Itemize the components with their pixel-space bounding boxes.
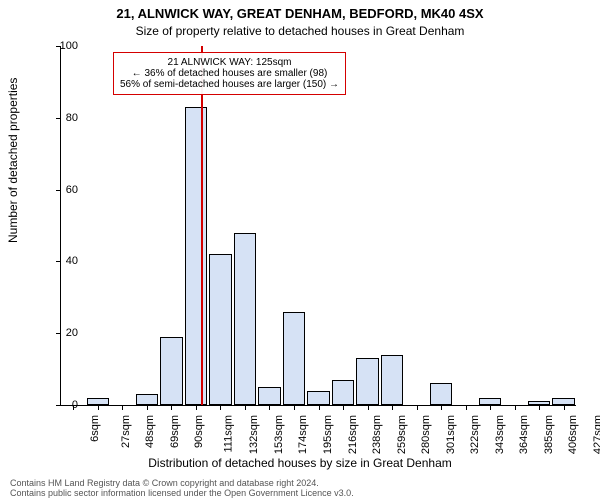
histogram-bar (307, 391, 330, 405)
x-tick-label: 132sqm (249, 415, 261, 454)
x-tick-label: 216sqm (347, 415, 359, 454)
x-tick-label: 48sqm (144, 415, 156, 448)
x-tick-mark (417, 405, 418, 410)
x-tick-label: 301sqm (445, 415, 457, 454)
x-tick-mark (196, 405, 197, 410)
x-axis-label: Distribution of detached houses by size … (0, 456, 600, 470)
x-tick-mark (343, 405, 344, 410)
x-tick-mark (392, 405, 393, 410)
y-tick-label: 100 (48, 40, 78, 52)
histogram-bar (528, 401, 551, 405)
histogram-bar (258, 387, 281, 405)
annotation-box: 21 ALNWICK WAY: 125sqm← 36% of detached … (113, 52, 346, 95)
x-tick-mark (319, 405, 320, 410)
x-tick-mark (98, 405, 99, 410)
annotation-line: 21 ALNWICK WAY: 125sqm (120, 57, 339, 68)
x-tick-label: 238sqm (371, 415, 383, 454)
y-tick-label: 0 (48, 399, 78, 411)
histogram-bar (552, 398, 575, 405)
y-tick-label: 40 (48, 255, 78, 267)
x-tick-mark (294, 405, 295, 410)
x-tick-mark (564, 405, 565, 410)
y-tick-label: 80 (48, 112, 78, 124)
x-tick-label: 153sqm (273, 415, 285, 454)
histogram-bar (356, 358, 379, 405)
x-tick-label: 111sqm (222, 415, 234, 453)
x-tick-mark (147, 405, 148, 410)
histogram-bar (136, 394, 159, 405)
reference-line (201, 46, 203, 405)
plot-area: 21 ALNWICK WAY: 125sqm← 36% of detached … (60, 46, 576, 406)
x-tick-mark (515, 405, 516, 410)
x-tick-label: 69sqm (169, 415, 181, 448)
x-tick-label: 364sqm (518, 415, 530, 454)
x-tick-label: 90sqm (193, 415, 205, 448)
histogram-bar (234, 233, 257, 405)
x-tick-mark (220, 405, 221, 410)
histogram-bar (87, 398, 110, 405)
x-tick-label: 427sqm (592, 415, 600, 454)
histogram-bar (479, 398, 502, 405)
histogram-bar (283, 312, 306, 405)
x-tick-label: 343sqm (494, 415, 506, 454)
x-tick-label: 174sqm (298, 415, 310, 454)
x-tick-label: 27sqm (120, 415, 132, 448)
x-tick-label: 195sqm (322, 415, 334, 454)
x-tick-label: 280sqm (420, 415, 432, 454)
x-tick-label: 406sqm (567, 415, 579, 454)
x-tick-mark (368, 405, 369, 410)
x-tick-mark (441, 405, 442, 410)
x-tick-label: 385sqm (543, 415, 555, 454)
y-tick-label: 20 (48, 327, 78, 339)
x-tick-mark (245, 405, 246, 410)
footer-credit: Contains HM Land Registry data © Crown c… (10, 478, 354, 498)
y-axis-label: Number of detached properties (6, 78, 20, 243)
histogram-bar (209, 254, 232, 405)
annotation-line: 56% of semi-detached houses are larger (… (120, 79, 339, 90)
x-tick-mark (171, 405, 172, 410)
x-tick-mark (122, 405, 123, 410)
x-tick-mark (539, 405, 540, 410)
histogram-bar (185, 107, 208, 405)
histogram-bar (160, 337, 183, 405)
x-tick-label: 322sqm (469, 415, 481, 454)
chart-subtitle: Size of property relative to detached ho… (0, 24, 600, 38)
histogram-bar (430, 383, 453, 405)
histogram-bar (381, 355, 404, 405)
x-tick-mark (269, 405, 270, 410)
annotation-line: ← 36% of detached houses are smaller (98… (120, 68, 339, 79)
x-tick-mark (466, 405, 467, 410)
chart-title: 21, ALNWICK WAY, GREAT DENHAM, BEDFORD, … (0, 6, 600, 21)
y-tick-label: 60 (48, 184, 78, 196)
x-tick-label: 259sqm (396, 415, 408, 454)
histogram-bar (332, 380, 355, 405)
x-tick-mark (490, 405, 491, 410)
chart-page: { "chart": { "type": "histogram", "title… (0, 0, 600, 500)
x-tick-label: 6sqm (89, 415, 101, 442)
